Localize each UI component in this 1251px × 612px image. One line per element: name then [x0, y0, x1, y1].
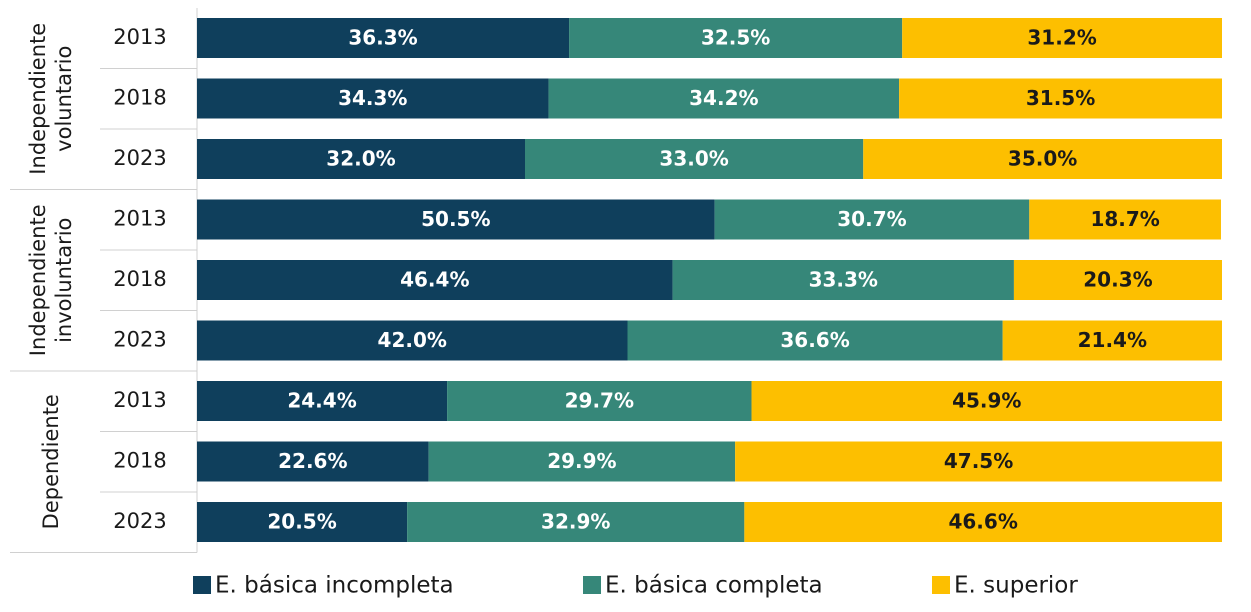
bar-segment: [197, 78, 549, 119]
bar-segment: [902, 18, 1222, 58]
bar-segment: [525, 139, 864, 179]
bar-segment: [1013, 260, 1222, 300]
bar-segment: [548, 78, 900, 119]
value-label: 31.2%: [1027, 26, 1096, 50]
y-tick-label: 2018: [113, 86, 166, 110]
bar-segment: [197, 320, 628, 361]
bar-segment: [627, 320, 1003, 361]
value-label: 30.7%: [837, 207, 906, 231]
value-label: 36.6%: [780, 328, 849, 352]
bar-segment: [1002, 320, 1222, 361]
value-label: 46.4%: [400, 268, 469, 292]
value-label: 32.5%: [701, 26, 770, 50]
value-label: 45.9%: [952, 389, 1021, 413]
legend-label: E. básica incompleta: [215, 573, 454, 599]
bar-segment: [899, 78, 1222, 119]
bar-segment: [672, 260, 1014, 300]
y-tick-label: 2018: [113, 449, 166, 473]
y-tick-label: 2023: [113, 509, 166, 533]
value-label: 34.3%: [338, 86, 407, 110]
value-label: 33.0%: [659, 147, 728, 171]
bar-segment: [197, 139, 525, 179]
bar-segment: [197, 502, 408, 542]
bar-segment: [197, 441, 429, 482]
value-label: 20.3%: [1083, 268, 1152, 292]
value-label: 46.6%: [948, 510, 1017, 534]
bar-segment: [428, 441, 736, 482]
bar-segment: [197, 18, 570, 58]
group-label: Independiente: [26, 23, 50, 175]
legend-swatch: [583, 576, 601, 594]
y-tick-label: 2013: [113, 25, 166, 49]
value-label: 50.5%: [421, 207, 490, 231]
bar-segment: [197, 381, 448, 421]
value-label: 42.0%: [378, 328, 447, 352]
value-label: 21.4%: [1078, 328, 1147, 352]
legend-swatch: [193, 576, 211, 594]
value-label: 22.6%: [278, 449, 347, 473]
group-label: Dependiente: [39, 394, 63, 529]
value-label: 31.5%: [1026, 86, 1095, 110]
y-tick-label: 2013: [113, 207, 166, 231]
group-label: Independiente: [26, 204, 50, 356]
value-label: 33.3%: [809, 268, 878, 292]
bar-segment: [744, 502, 1222, 542]
legend-label: E. superior: [954, 573, 1078, 599]
value-label: 34.2%: [689, 86, 758, 110]
value-label: 36.3%: [348, 26, 417, 50]
bar-segment: [569, 18, 903, 58]
value-label: 32.0%: [326, 147, 395, 171]
value-label: 29.9%: [547, 449, 616, 473]
bar-segment: [407, 502, 745, 542]
value-label: 35.0%: [1008, 147, 1077, 171]
bar-segment: [447, 381, 752, 421]
value-label: 29.7%: [565, 389, 634, 413]
y-tick-label: 2023: [113, 146, 166, 170]
group-label: voluntario: [52, 46, 76, 152]
group-label: involuntario: [52, 218, 76, 343]
bar-segment: [735, 441, 1222, 482]
bar-segment: [863, 139, 1222, 179]
value-label: 18.7%: [1090, 207, 1159, 231]
y-tick-label: 2018: [113, 267, 166, 291]
value-label: 20.5%: [267, 510, 336, 534]
bar-segment: [751, 381, 1222, 421]
value-label: 32.9%: [541, 510, 610, 534]
value-label: 47.5%: [944, 449, 1013, 473]
bar-segment: [197, 260, 673, 300]
value-label: 24.4%: [287, 389, 356, 413]
bar-segment: [1029, 199, 1221, 240]
bar-segment: [714, 199, 1030, 240]
legend-swatch: [932, 576, 950, 594]
y-tick-label: 2013: [113, 388, 166, 412]
legend-label: E. básica completa: [605, 573, 823, 599]
y-tick-label: 2023: [113, 328, 166, 352]
bar-segment: [197, 199, 715, 240]
